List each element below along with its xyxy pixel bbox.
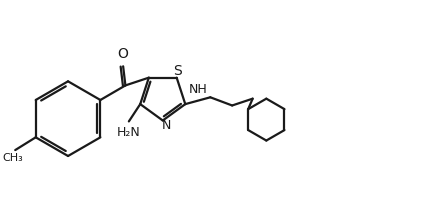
Text: O: O: [118, 47, 129, 61]
Text: NH: NH: [188, 83, 207, 96]
Text: S: S: [173, 64, 182, 78]
Text: CH₃: CH₃: [3, 153, 23, 163]
Text: N: N: [162, 119, 171, 133]
Text: H₂N: H₂N: [117, 126, 141, 139]
